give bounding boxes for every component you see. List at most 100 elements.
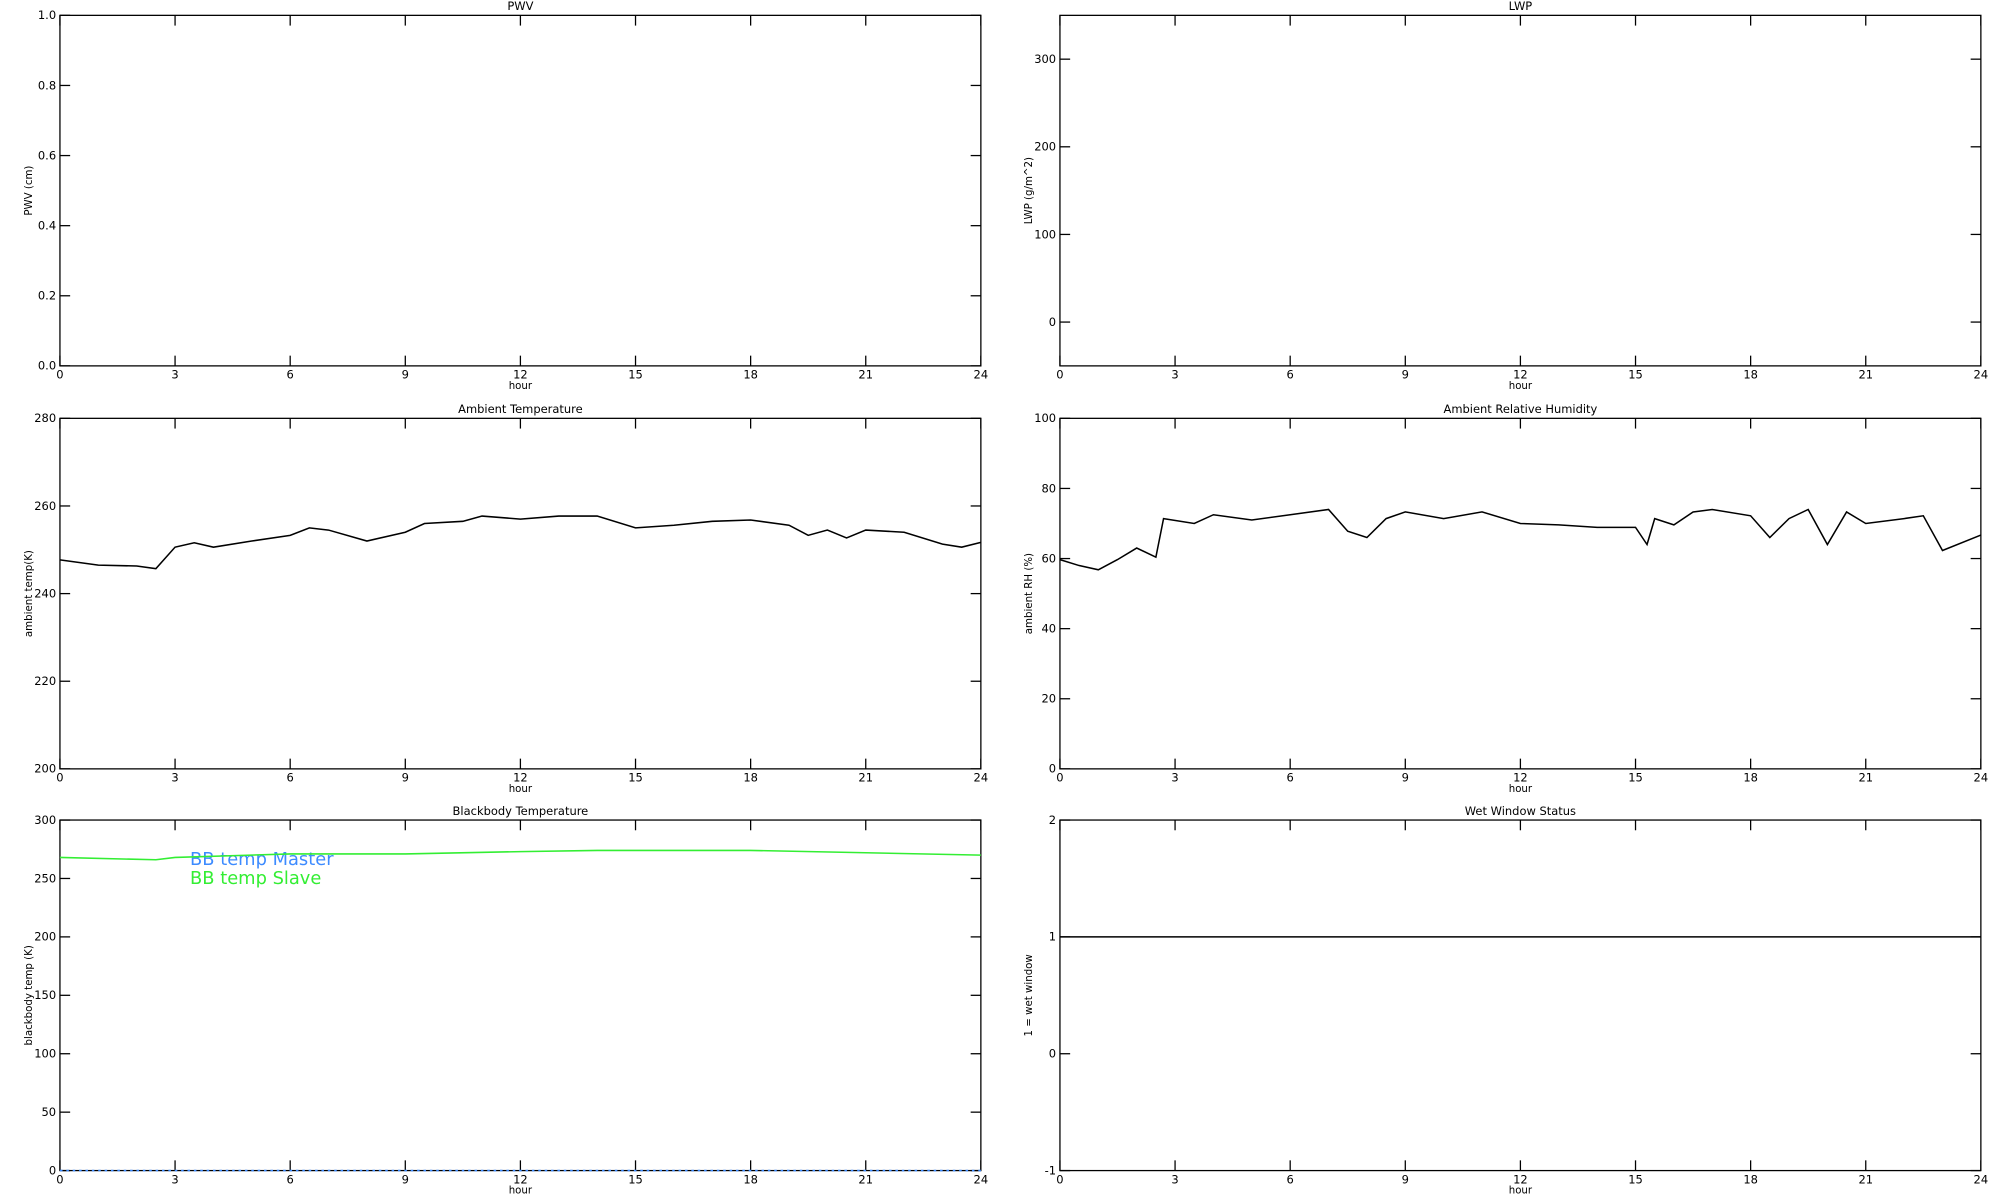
y-tick-label: 50 xyxy=(42,1105,57,1119)
y-tick-label: 0 xyxy=(1049,1047,1056,1061)
chart-panel: PWV hour PWV (cm) 0 3 6 9 12 15 18 21 24 0.0 0.2 0.4 0.… xyxy=(24,0,988,392)
x-tick-label: 3 xyxy=(171,1172,178,1186)
data-line xyxy=(59,849,981,861)
x-tick-label: 9 xyxy=(1402,368,1409,382)
x-tick-label: 24 xyxy=(1974,368,1989,382)
x-tick-label: 3 xyxy=(171,368,178,382)
chart-title: Blackbody Temperature xyxy=(453,804,589,818)
x-tick-label: 12 xyxy=(1513,368,1528,382)
x-tick-label: 6 xyxy=(287,771,294,785)
x-tick-label: 12 xyxy=(1513,1172,1528,1186)
y-tick-label: 0.6 xyxy=(38,148,56,162)
x-axis-label: hour xyxy=(1509,784,1533,795)
y-tick-label: 100 xyxy=(1034,227,1056,241)
x-tick-label: 12 xyxy=(1513,771,1528,785)
x-tick-label: 3 xyxy=(1171,771,1178,785)
x-tick-label: 6 xyxy=(287,368,294,382)
y-tick-label: 40 xyxy=(1042,621,1057,635)
x-tick-label: 6 xyxy=(1287,771,1294,785)
x-tick-label: 9 xyxy=(402,368,409,382)
x-tick-label: 15 xyxy=(1628,771,1643,785)
data-line xyxy=(1059,508,1982,571)
y-tick-label: -1 xyxy=(1045,1163,1056,1177)
plot-frame xyxy=(1059,819,1982,1172)
chart-title: Wet Window Status xyxy=(1465,804,1576,818)
x-tick-label: 21 xyxy=(1858,368,1873,382)
y-tick-label: 200 xyxy=(1034,140,1056,154)
x-tick-label: 21 xyxy=(1858,1172,1873,1186)
chart-title: Ambient Relative Humidity xyxy=(1443,402,1597,416)
chart-title: LWP xyxy=(1509,0,1533,13)
chart-panel: Ambient Temperature hour ambient temp(K) 0 3… xyxy=(24,402,988,795)
x-tick-label: 0 xyxy=(1056,368,1063,382)
x-tick-label: 0 xyxy=(1056,771,1063,785)
y-tick-label: 260 xyxy=(34,499,56,513)
x-tick-label: 21 xyxy=(858,368,873,382)
x-tick-label: 15 xyxy=(628,368,643,382)
x-tick-label: 24 xyxy=(974,1172,989,1186)
x-tick-label: 9 xyxy=(402,1172,409,1186)
y-axis-label: blackbody temp (K) xyxy=(24,945,35,1045)
x-tick-label: 6 xyxy=(1287,368,1294,382)
x-tick-label: 21 xyxy=(1858,771,1873,785)
x-tick-label: 18 xyxy=(1743,771,1758,785)
chart-title: PWV xyxy=(507,0,533,13)
x-tick-label: 18 xyxy=(1743,368,1758,382)
y-tick-label: 0 xyxy=(1049,762,1056,776)
x-tick-label: 15 xyxy=(628,1172,643,1186)
x-tick-label: 0 xyxy=(56,1172,63,1186)
y-axis-label: PWV (cm) xyxy=(24,166,35,216)
x-axis-label: hour xyxy=(509,381,533,392)
plot-frame xyxy=(59,14,982,367)
x-tick-label: 9 xyxy=(1402,1172,1409,1186)
x-tick-label: 15 xyxy=(628,771,643,785)
x-tick-label: 12 xyxy=(513,1172,528,1186)
x-tick-label: 24 xyxy=(1974,771,1989,785)
x-tick-label: 21 xyxy=(858,771,873,785)
x-tick-label: 24 xyxy=(1974,1172,1989,1186)
y-tick-label: 200 xyxy=(34,762,56,776)
y-tick-label: 280 xyxy=(34,411,56,425)
y-axis-label: ambient temp(K) xyxy=(24,550,35,637)
x-tick-label: 18 xyxy=(743,368,758,382)
x-tick-label: 18 xyxy=(743,771,758,785)
x-tick-label: 24 xyxy=(974,771,989,785)
x-axis-label: hour xyxy=(509,784,533,795)
x-tick-label: 12 xyxy=(513,368,528,382)
legend-entry: BB temp Slave xyxy=(190,868,321,889)
x-tick-label: 0 xyxy=(1056,1172,1063,1186)
y-axis-label: ambient RH (%) xyxy=(1024,553,1035,634)
x-tick-label: 15 xyxy=(1628,368,1643,382)
y-tick-label: 300 xyxy=(34,813,56,827)
y-tick-label: 240 xyxy=(34,586,56,600)
y-tick-label: 20 xyxy=(1042,692,1057,706)
x-axis-label: hour xyxy=(509,1186,533,1197)
x-tick-label: 21 xyxy=(858,1172,873,1186)
x-tick-label: 3 xyxy=(1171,368,1178,382)
x-tick-label: 0 xyxy=(56,771,63,785)
y-tick-label: 300 xyxy=(1034,52,1056,66)
y-tick-label: 80 xyxy=(1042,481,1057,495)
y-tick-label: 0.0 xyxy=(38,359,56,373)
y-tick-label: 150 xyxy=(34,988,56,1002)
plot-frame xyxy=(1059,14,1982,367)
plot-frame xyxy=(59,417,982,770)
y-tick-label: 0.8 xyxy=(38,78,56,92)
x-tick-label: 12 xyxy=(513,771,528,785)
legend-entry: BB temp Master xyxy=(190,849,334,870)
y-axis-label: LWP (g/m^2) xyxy=(1024,157,1035,224)
x-tick-label: 9 xyxy=(402,771,409,785)
chart-title: Ambient Temperature xyxy=(458,402,583,416)
y-tick-label: 0.4 xyxy=(38,218,56,232)
y-tick-label: 0 xyxy=(1049,315,1056,329)
y-tick-label: 220 xyxy=(34,674,56,688)
x-tick-label: 9 xyxy=(1402,771,1409,785)
y-tick-label: 0 xyxy=(49,1163,56,1177)
x-tick-label: 18 xyxy=(743,1172,758,1186)
x-axis-label: hour xyxy=(1509,1186,1533,1197)
chart-panel: LWP hour LWP (g/m^2) 0 3 6 9 12 15 18 21 24 0 100 200 3… xyxy=(1024,0,1988,392)
x-tick-label: 0 xyxy=(56,368,63,382)
x-tick-label: 15 xyxy=(1628,1172,1643,1186)
x-tick-label: 18 xyxy=(1743,1172,1758,1186)
